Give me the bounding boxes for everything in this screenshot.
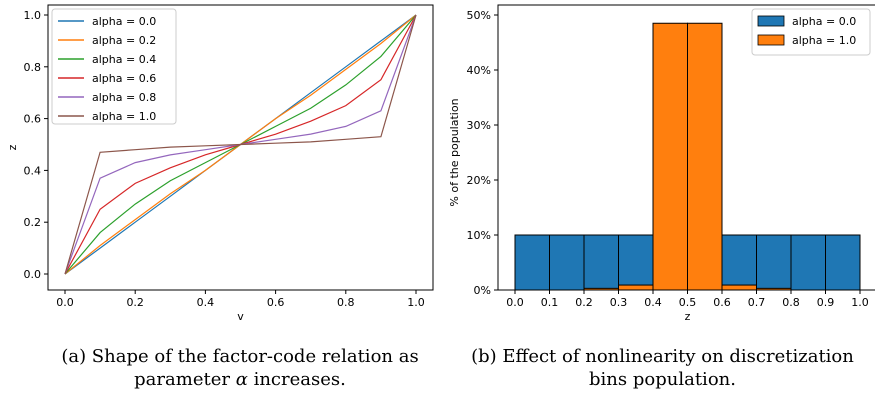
caption-a-prefix: parameter bbox=[134, 369, 236, 390]
x-tick-label: 1.0 bbox=[851, 296, 869, 309]
x-tick-label: 0.0 bbox=[506, 296, 524, 309]
y-tick-label: 0.6 bbox=[24, 113, 42, 126]
x-tick-label: 0.3 bbox=[610, 296, 628, 309]
x-tick-label: 0.8 bbox=[337, 296, 355, 309]
x-tick-label: 0.9 bbox=[817, 296, 835, 309]
x-axis-label: z bbox=[685, 310, 691, 323]
bar-series-0 bbox=[618, 234, 654, 291]
x-axis-label: v bbox=[237, 310, 244, 323]
caption-a-line1: (a) Shape of the factor-code relation as bbox=[61, 346, 419, 367]
caption-a-alpha: α bbox=[235, 369, 248, 390]
bar-series-0 bbox=[825, 234, 861, 291]
bar-series-0 bbox=[514, 234, 550, 291]
x-tick-label: 0.2 bbox=[575, 296, 593, 309]
caption-a-suffix: increases. bbox=[247, 369, 346, 390]
y-tick-label: 40% bbox=[467, 64, 491, 77]
y-tick-label: 1.0 bbox=[24, 9, 42, 22]
legend-label: alpha = 0.8 bbox=[92, 91, 156, 104]
bar-series-1 bbox=[721, 284, 757, 291]
y-tick-label: 10% bbox=[467, 229, 491, 242]
x-tick-label: 0.5 bbox=[679, 296, 697, 309]
bar-series-0 bbox=[583, 234, 619, 291]
chart-a: 0.0 0.2 0.4 0.6 0.8 1.0 0.0 0.2 0.4 0.6 0.8 1.0 v z al… bbox=[6, 4, 434, 323]
line-series-5 bbox=[64, 14, 417, 275]
x-tick-label: 0.6 bbox=[713, 296, 731, 309]
legend-swatch bbox=[757, 34, 785, 46]
legend-swatch bbox=[757, 15, 785, 27]
chart-b: 0.0 0.1 0.2 0.3 0.4 0.5 0.6 0.7 0.8 0.9 1.0 0% 10% 20… bbox=[448, 4, 875, 323]
x-tick-label: 0.4 bbox=[644, 296, 662, 309]
y-tick-label: 20% bbox=[467, 174, 491, 187]
y-tick-label: 50% bbox=[467, 9, 491, 22]
y-tick-label: 0.8 bbox=[24, 61, 42, 74]
x-tick-label: 0.0 bbox=[56, 296, 74, 309]
legend-label: alpha = 1.0 bbox=[92, 110, 156, 123]
legend-label: alpha = 0.0 bbox=[792, 15, 856, 28]
bar-series-0 bbox=[756, 234, 792, 291]
bar-series-0 bbox=[721, 234, 757, 291]
legend-box bbox=[51, 8, 177, 125]
caption-b-line1: (b) Effect of nonlinearity on discretiza… bbox=[471, 346, 854, 367]
y-tick-label: 0.4 bbox=[24, 164, 42, 177]
x-tick-label: 0.4 bbox=[197, 296, 215, 309]
bar-series-0 bbox=[790, 234, 826, 291]
bar-series-1 bbox=[687, 22, 723, 291]
legend-label: alpha = 0.4 bbox=[92, 53, 156, 66]
legend-label: alpha = 1.0 bbox=[792, 34, 856, 47]
y-tick-label: 0.2 bbox=[24, 216, 42, 229]
x-tick-label: 0.8 bbox=[782, 296, 800, 309]
y-axis-label: % of the population bbox=[448, 98, 461, 206]
y-tick-label: 0.0 bbox=[24, 268, 42, 281]
x-tick-label: 0.7 bbox=[748, 296, 766, 309]
bar-series-1 bbox=[652, 22, 688, 291]
x-tick-label: 0.1 bbox=[541, 296, 559, 309]
legend-label: alpha = 0.2 bbox=[92, 34, 156, 47]
y-tick-label: 0% bbox=[474, 284, 491, 297]
caption-b: (b) Effect of nonlinearity on discretiza… bbox=[455, 345, 870, 391]
legend-label: alpha = 0.6 bbox=[92, 72, 156, 85]
plot-frame bbox=[47, 4, 434, 291]
bar-series-1 bbox=[618, 284, 654, 291]
x-tick-label: 1.0 bbox=[407, 296, 425, 309]
x-tick-label: 0.2 bbox=[126, 296, 144, 309]
x-tick-label: 0.6 bbox=[267, 296, 285, 309]
caption-a-line2: parameter α increases. bbox=[40, 368, 440, 391]
y-tick-label: 30% bbox=[467, 119, 491, 132]
caption-b-line2: bins population. bbox=[589, 369, 736, 390]
bar-series-0 bbox=[549, 234, 585, 291]
y-axis-label: z bbox=[6, 144, 19, 150]
legend-label: alpha = 0.0 bbox=[92, 15, 156, 28]
caption-a: (a) Shape of the factor-code relation as… bbox=[40, 345, 440, 391]
